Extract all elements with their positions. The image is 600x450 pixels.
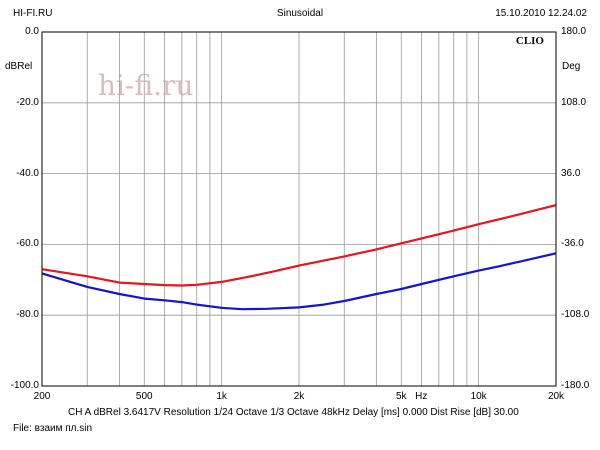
series-line-blue	[41, 252, 557, 311]
grid-lines	[42, 32, 556, 386]
x-tick-label: 500	[135, 391, 153, 402]
file-name: File: взаим пл.sin	[13, 423, 93, 434]
y-tick-label: -40.0	[16, 167, 39, 179]
series-line-red	[41, 204, 557, 287]
y-tick-label: -20.0	[16, 96, 39, 108]
header-left-label: HI-FI.RU	[13, 8, 53, 19]
y2-tick-label: -180.0	[561, 380, 590, 391]
y2-tick-label: -108.0	[561, 309, 590, 321]
chart-title: Sinusoidal	[276, 8, 324, 19]
series-lines	[41, 204, 557, 311]
x-tick-label: 5k	[395, 391, 407, 402]
y2-tick-label: 180.0	[561, 26, 587, 37]
y-tick-label: -100.0	[10, 380, 39, 391]
brand-label: CLIO	[516, 35, 545, 47]
y2-tick-label: -36.0	[561, 238, 584, 250]
y-axis-label: dBRel	[5, 61, 33, 72]
measurement-settings: CH A dBRel 3.6417V Resolution 1/24 Octav…	[68, 407, 519, 418]
plot-frame	[41, 31, 557, 387]
x-axis-unit-label: Hz	[415, 391, 428, 402]
y-tick-label: -80.0	[16, 309, 39, 321]
y2-tick-label: 108.0	[561, 96, 587, 108]
y2-axis-label: Deg	[562, 61, 581, 72]
y-tick-label: 0.0	[25, 26, 39, 37]
watermark-logo: hi-fi.ru	[98, 69, 193, 102]
header-timestamp: 15.10.2010 12.24.02	[495, 8, 587, 19]
x-tick-label: 10k	[470, 391, 487, 402]
x-tick-label: 2k	[293, 391, 305, 402]
y2-tick-label: 36.0	[561, 167, 581, 179]
x-tick-label: 1k	[216, 391, 227, 402]
x-tick-label: 200	[33, 391, 51, 402]
y-tick-label: -60.0	[16, 238, 39, 250]
x-tick-label: 20k	[547, 391, 565, 402]
